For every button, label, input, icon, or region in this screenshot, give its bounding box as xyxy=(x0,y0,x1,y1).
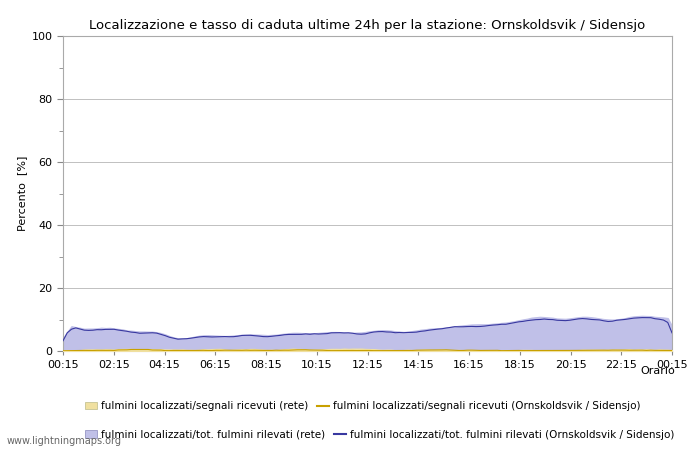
Text: www.lightningmaps.org: www.lightningmaps.org xyxy=(7,436,122,446)
Title: Localizzazione e tasso di caduta ultime 24h per la stazione: Ornskoldsvik / Side: Localizzazione e tasso di caduta ultime … xyxy=(90,19,645,32)
Legend: fulmini localizzati/tot. fulmini rilevati (rete), fulmini localizzati/tot. fulmi: fulmini localizzati/tot. fulmini rilevat… xyxy=(80,426,679,444)
Y-axis label: Percento  [%]: Percento [%] xyxy=(18,156,27,231)
Text: Orario: Orario xyxy=(640,366,676,376)
